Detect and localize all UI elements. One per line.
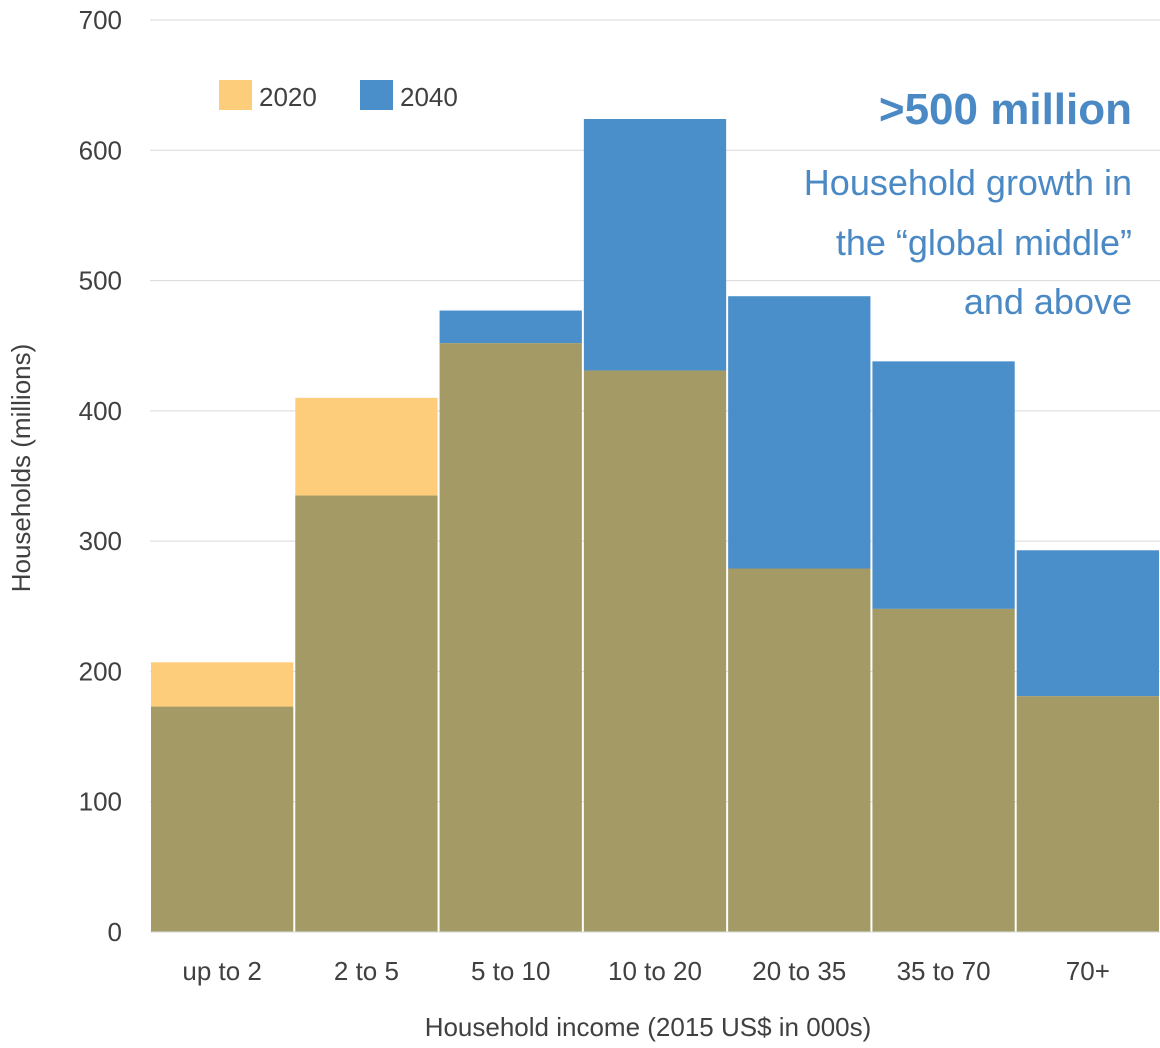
bar-overlap-1 <box>295 495 438 932</box>
x-tick-label: 5 to 10 <box>471 956 551 986</box>
legend-label-2020: 2020 <box>259 82 317 112</box>
bar-2040-5 <box>872 361 1015 609</box>
y-tick-label: 200 <box>79 656 122 686</box>
y-tick-label: 300 <box>79 526 122 556</box>
bar-2040-2 <box>439 310 582 344</box>
callout-line-3: and above <box>964 281 1132 322</box>
x-tick-label: 70+ <box>1066 956 1110 986</box>
bar-overlap-3 <box>583 370 727 932</box>
bar-2020-0 <box>151 662 294 707</box>
bar-2040-3 <box>583 119 727 371</box>
y-tick-label: 500 <box>79 266 122 296</box>
y-axis-ticks: 0 100 200 300 400 500 600 700 <box>79 5 122 947</box>
bar-overlap-4 <box>728 568 871 932</box>
bar-overlap-5 <box>872 608 1015 932</box>
legend-swatch-2020 <box>219 80 252 110</box>
x-axis-ticks: up to 2 2 to 5 5 to 10 10 to 20 20 to 35 35 t… <box>182 956 1110 986</box>
callout-line-1: Household growth in <box>804 162 1132 203</box>
x-axis-title: Household income (2015 US$ in 000s) <box>425 1012 872 1042</box>
callout: >500 million Household growth in the “gl… <box>804 85 1132 322</box>
y-tick-label: 0 <box>108 917 122 947</box>
y-tick-label: 600 <box>79 135 122 165</box>
y-tick-label: 400 <box>79 396 122 426</box>
bar-2040-6 <box>1016 550 1159 697</box>
legend: 2020 2040 <box>219 80 458 112</box>
x-tick-label: up to 2 <box>182 956 262 986</box>
bars <box>151 119 1159 932</box>
bar-overlap-0 <box>151 706 294 932</box>
legend-label-2040: 2040 <box>400 82 458 112</box>
y-tick-label: 700 <box>79 5 122 35</box>
bar-overlap-6 <box>1016 696 1159 932</box>
callout-headline: >500 million <box>879 85 1132 134</box>
y-tick-label: 100 <box>79 787 122 817</box>
x-tick-label: 10 to 20 <box>608 956 702 986</box>
bar-2040-4 <box>728 296 871 569</box>
bar-2020-1 <box>295 397 438 496</box>
x-tick-label: 20 to 35 <box>752 956 846 986</box>
bar-overlap-2 <box>439 343 582 932</box>
callout-line-2: the “global middle” <box>836 222 1132 263</box>
x-tick-label: 35 to 70 <box>897 956 991 986</box>
legend-swatch-2040 <box>360 80 393 110</box>
y-axis-title: Households (millions) <box>6 344 36 593</box>
x-tick-label: 2 to 5 <box>334 956 399 986</box>
